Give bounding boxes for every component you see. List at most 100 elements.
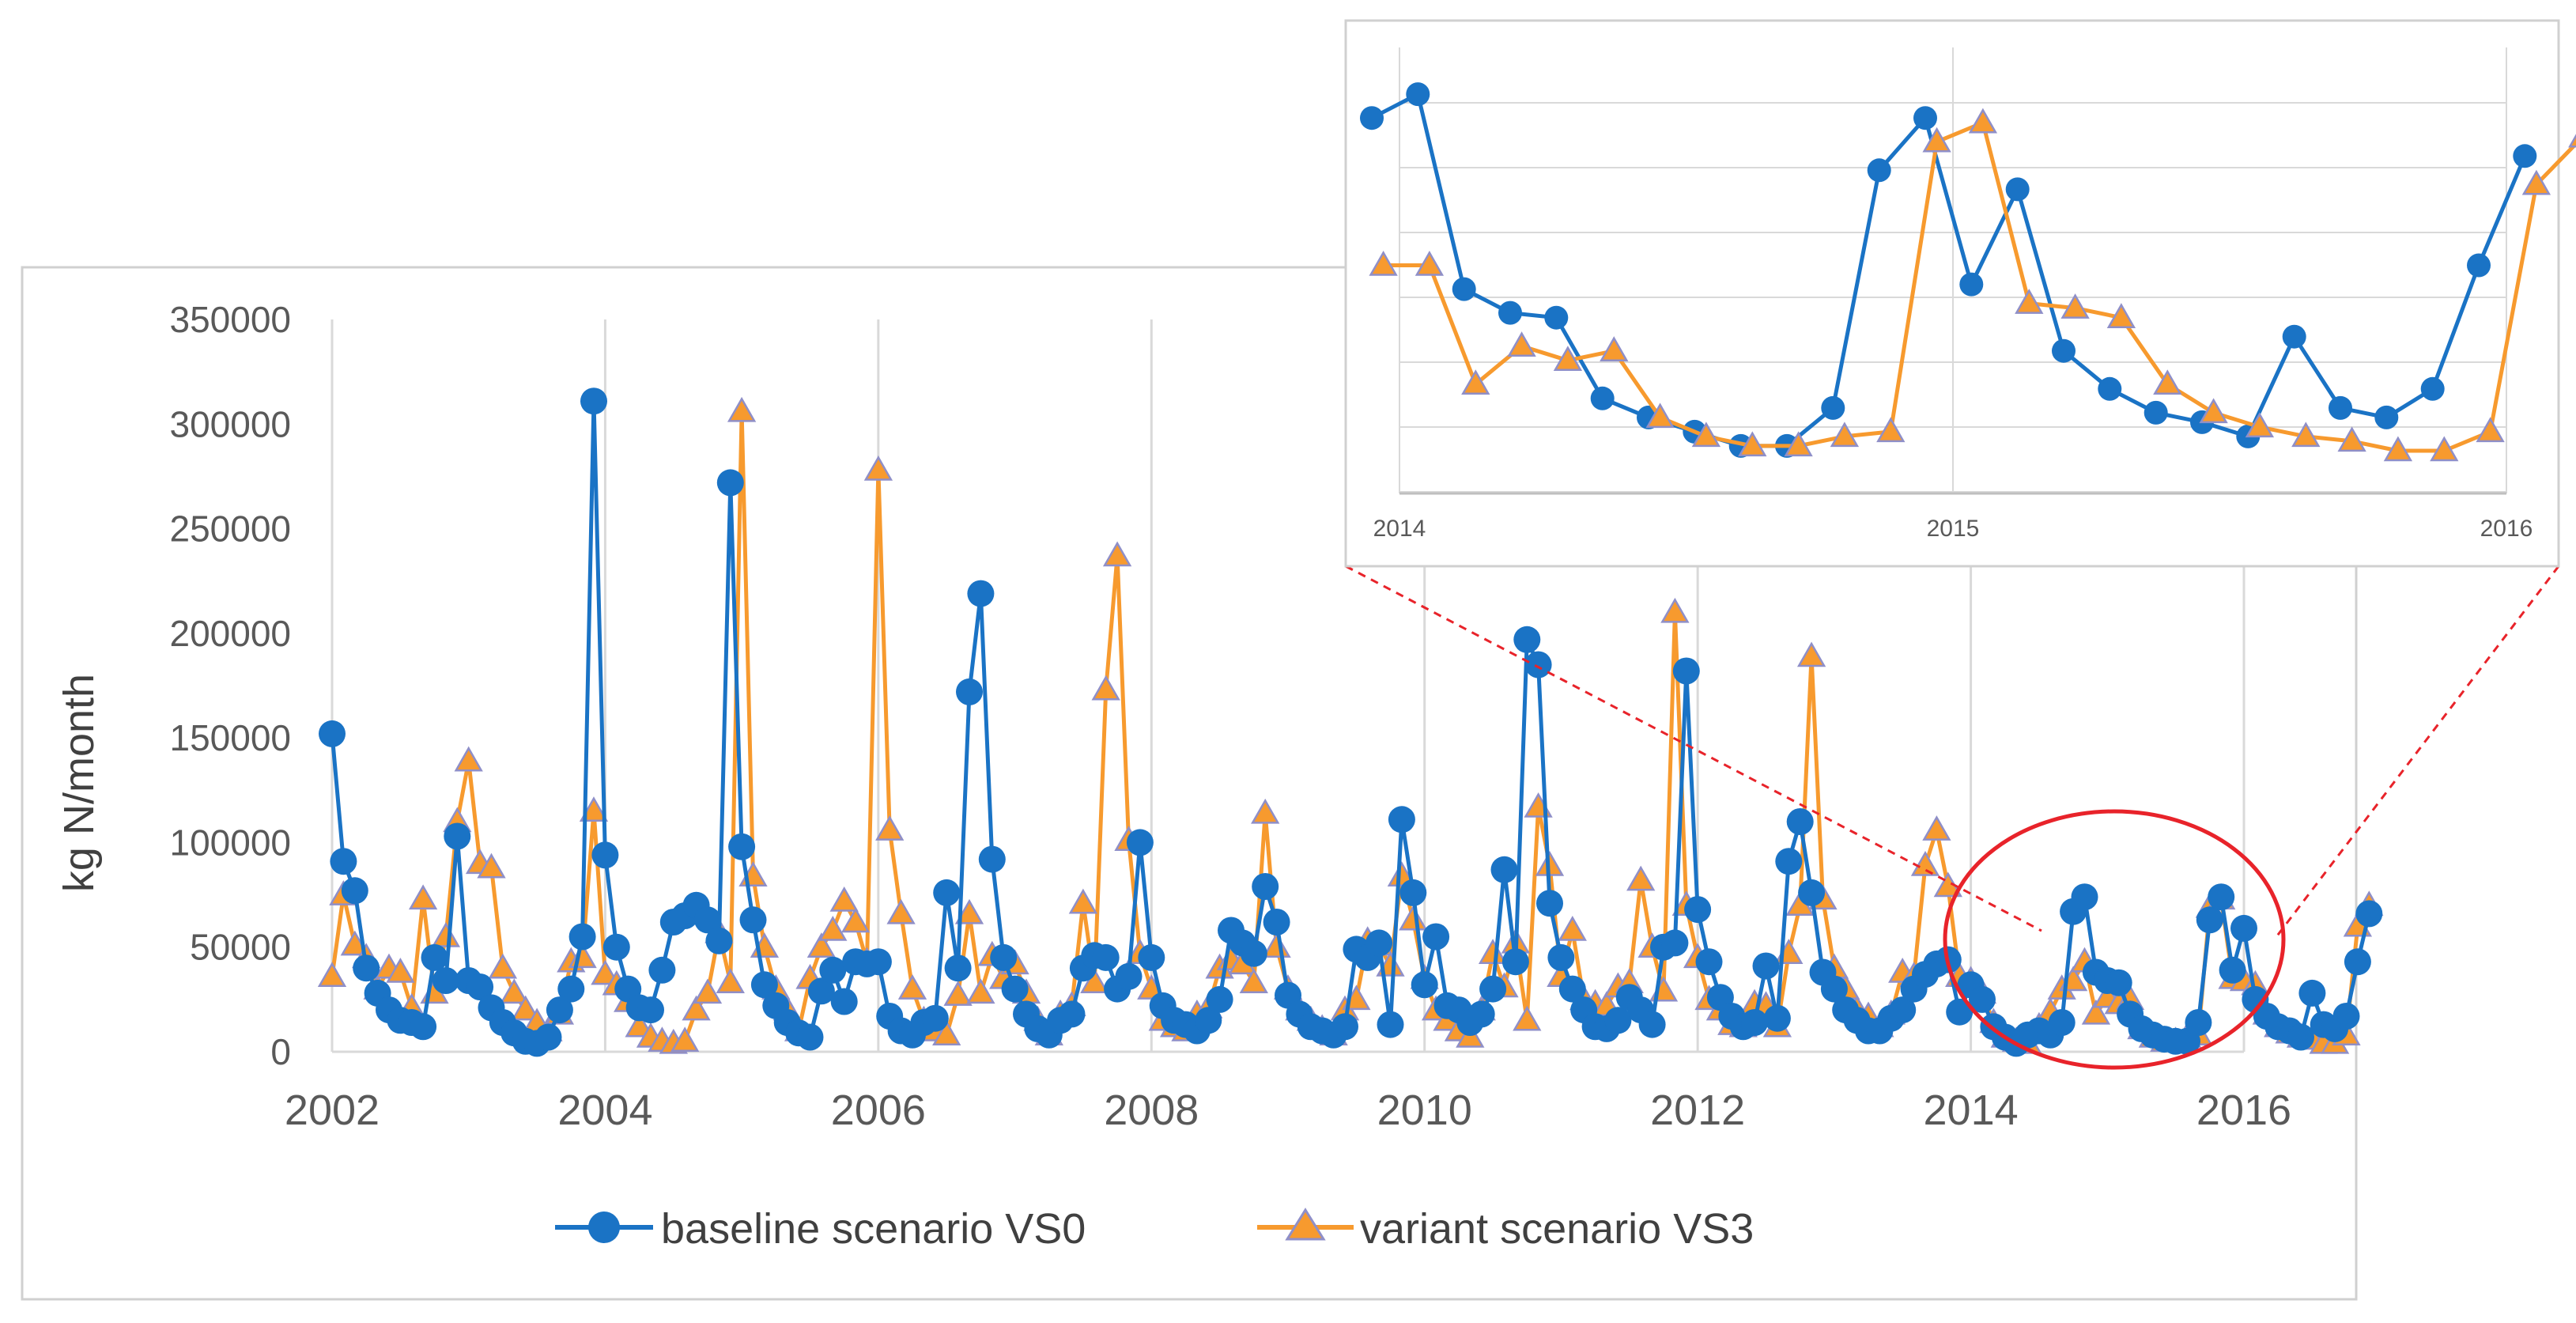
inset-point-variant xyxy=(1507,331,1536,357)
main-x-tick-2002: 2002 xyxy=(285,1087,380,1134)
main-point-baseline xyxy=(1604,1007,1632,1034)
main-point-baseline xyxy=(1377,1011,1404,1038)
main-point-baseline xyxy=(2048,1009,2076,1036)
inset-point-baseline xyxy=(1821,395,1845,420)
main-point-baseline xyxy=(1558,975,1586,1003)
main-y-tick-350000: 350000 xyxy=(170,299,292,340)
main-point-baseline xyxy=(648,956,676,984)
main-point-variant xyxy=(943,981,973,1006)
main-point-baseline xyxy=(796,1023,824,1051)
main-point-baseline xyxy=(933,879,961,906)
main-point-baseline xyxy=(319,720,346,747)
inset-point-variant xyxy=(1461,369,1490,395)
inset-point-variant xyxy=(2199,398,2228,424)
main-point-baseline xyxy=(2287,1023,2314,1051)
inset-point-variant xyxy=(1553,346,1583,372)
main-point-baseline xyxy=(1775,848,1803,875)
main-point-baseline xyxy=(956,678,983,705)
legend-variant-label: variant scenario VS3 xyxy=(1360,1205,1754,1253)
main-point-baseline xyxy=(432,967,459,994)
main-point-variant xyxy=(386,957,415,983)
main-point-baseline xyxy=(750,971,778,999)
inset-point-variant xyxy=(2245,412,2275,438)
main-y-tick-0: 0 xyxy=(270,1031,291,1072)
main-point-variant xyxy=(806,932,837,958)
inset-point-baseline xyxy=(1913,106,1937,130)
main-point-baseline xyxy=(967,580,995,607)
main-point-variant xyxy=(829,886,859,912)
legend-baseline-label: baseline scenario VS0 xyxy=(661,1205,1086,1253)
main-point-baseline xyxy=(1524,651,1552,679)
main-point-baseline xyxy=(1946,998,1974,1026)
inset-point-variant xyxy=(1968,108,1998,134)
inset-point-baseline xyxy=(1590,386,1615,410)
main-x-tick-2016: 2016 xyxy=(2196,1087,2291,1134)
main-point-baseline xyxy=(546,996,573,1024)
main-point-baseline xyxy=(864,948,892,976)
main-x-tick-2012: 2012 xyxy=(1650,1087,1745,1134)
main-y-tick-50000: 50000 xyxy=(190,927,291,968)
main-point-baseline xyxy=(728,833,756,860)
main-point-baseline xyxy=(1138,943,1165,971)
main-point-baseline xyxy=(2196,906,2223,934)
main-point-baseline xyxy=(1820,975,1848,1003)
main-series xyxy=(317,387,2384,1057)
main-point-baseline xyxy=(534,1023,562,1051)
main-point-baseline xyxy=(2219,956,2246,984)
main-point-baseline xyxy=(1422,923,1450,951)
main-point-baseline xyxy=(2071,883,2098,911)
inset-line-baseline xyxy=(1370,92,2527,448)
main-point-variant xyxy=(1796,641,1826,667)
main-point-baseline xyxy=(1195,1007,1222,1034)
main-point-baseline xyxy=(1479,975,1507,1003)
main-point-variant xyxy=(954,898,984,924)
main-point-variant xyxy=(1080,968,1109,993)
main-y-tick-100000: 100000 xyxy=(170,822,292,863)
inset-point-variant xyxy=(2568,134,2576,148)
main-point-baseline xyxy=(1115,962,1143,990)
main-point-baseline xyxy=(819,956,847,984)
inset-point-variant xyxy=(1645,403,1675,429)
main-point-baseline xyxy=(580,387,607,415)
inset-point-variant xyxy=(1691,421,1721,448)
main-point-baseline xyxy=(2230,914,2257,942)
main-point-variant xyxy=(1068,888,1098,914)
main-point-baseline xyxy=(1752,952,1780,980)
inset-point-baseline xyxy=(1360,106,1384,130)
main-series-baseline xyxy=(319,387,2383,1057)
main-point-variant xyxy=(1387,861,1417,887)
main-point-variant xyxy=(1478,939,1508,964)
inset-point-baseline xyxy=(1406,82,1430,107)
inset-point-variant xyxy=(1600,336,1629,361)
legend-baseline-marker xyxy=(588,1211,620,1243)
main-point-baseline xyxy=(705,927,733,954)
legend-variant-marker xyxy=(1285,1208,1326,1241)
inset-point-baseline xyxy=(1498,301,1522,325)
inset-series xyxy=(1360,82,2576,462)
main-point-baseline xyxy=(944,954,972,982)
main-point-baseline xyxy=(444,822,471,850)
inset-x-tick-2016: 2016 xyxy=(2480,516,2533,542)
main-point-variant xyxy=(966,978,995,1004)
inset-point-variant xyxy=(1876,417,1906,443)
main-point-variant xyxy=(1239,968,1268,993)
main-point-baseline xyxy=(1501,948,1529,976)
main-point-variant xyxy=(591,959,620,985)
main-point-baseline xyxy=(1661,929,1689,957)
inset-point-variant xyxy=(2291,421,2321,448)
main-point-baseline xyxy=(637,996,664,1024)
inset-point-variant xyxy=(2476,417,2505,443)
inset-point-variant xyxy=(2060,293,2090,319)
inset-point-variant xyxy=(2015,289,2044,314)
main-point-variant xyxy=(716,968,745,993)
inset-x-tick-labels: 2014 2015 2016 xyxy=(1373,516,2533,542)
main-point-baseline xyxy=(602,933,630,961)
main-point-variant xyxy=(500,978,529,1004)
main-point-baseline xyxy=(1263,909,1290,936)
main-point-baseline xyxy=(1399,879,1427,906)
inset-point-baseline xyxy=(2420,376,2445,401)
main-point-variant xyxy=(1091,675,1120,701)
main-point-baseline xyxy=(1536,890,1563,917)
main-point-baseline xyxy=(2208,883,2235,911)
main-point-variant xyxy=(1660,597,1690,623)
